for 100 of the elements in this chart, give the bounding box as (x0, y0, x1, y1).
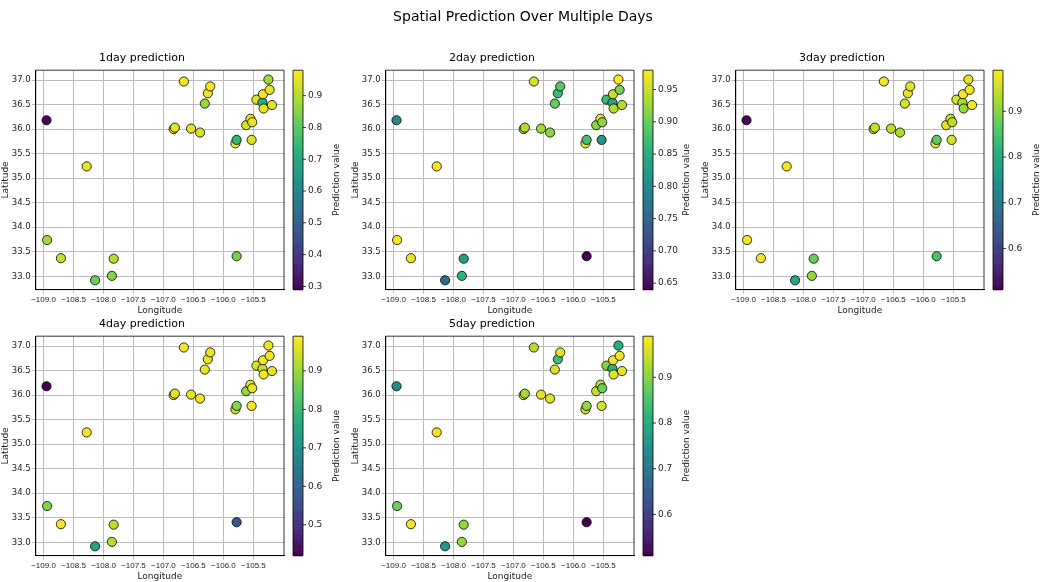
color-bar-label: 0.7 (1008, 197, 1023, 208)
y-tick-label: 36.5 (361, 98, 381, 109)
x-tick-label: −106.0 (211, 560, 237, 570)
x-axis-title: Longitude (137, 570, 183, 581)
chart-title: 1day prediction (99, 51, 185, 65)
color-bar-label: 0.6 (658, 508, 673, 519)
x-tick-label: −105.5 (241, 560, 267, 570)
color-bar-label: 0.5 (308, 217, 323, 228)
x-tick-label: −108.0 (441, 560, 467, 570)
y-axis-title: Latitude (0, 160, 10, 199)
x-tick-label: −108.0 (791, 294, 817, 304)
x-tick-label: −106.0 (211, 294, 237, 304)
x-tick-label: −106.5 (531, 560, 557, 570)
x-tick-label: −107.5 (821, 294, 847, 304)
y-tick-label: 33.0 (361, 270, 381, 281)
color-bar-label: 0.7 (658, 463, 673, 474)
color-bar-label: 0.9 (1008, 105, 1023, 116)
x-tick-label: −106.5 (881, 294, 907, 304)
x-tick-label: −108.5 (411, 294, 437, 304)
color-bar-label: 0.70 (658, 245, 679, 256)
y-tick-label: 34.5 (11, 462, 31, 473)
x-tick-label: −105.5 (591, 294, 617, 304)
x-tick-label: −108.5 (761, 294, 787, 304)
color-bar-label: 0.8 (1008, 151, 1023, 162)
color-bar-label: 0.9 (308, 365, 323, 376)
y-tick-label: 36.5 (11, 364, 31, 375)
y-tick-label: 36.5 (711, 98, 731, 109)
color-bar-label: 0.9 (658, 371, 673, 382)
y-tick-label: 35.5 (711, 147, 731, 158)
x-tick-label: −106.0 (561, 560, 587, 570)
y-tick-label: 33.0 (711, 270, 731, 281)
y-tick-label: 34.0 (711, 221, 731, 232)
x-axis-title: Longitude (837, 304, 883, 315)
y-tick-label: 34.5 (711, 196, 731, 207)
x-axis-title: Longitude (487, 304, 533, 315)
color-bar-label: 0.7 (308, 153, 323, 164)
color-bar-label: 0.85 (658, 148, 679, 159)
x-tick-label: −109.0 (31, 294, 57, 304)
color-bar-label: 0.80 (658, 180, 679, 191)
color-bar-label: 0.7 (308, 442, 323, 453)
color-bar-label: 0.5 (308, 519, 323, 530)
y-tick-label: 34.5 (11, 196, 31, 207)
x-tick-label: −108.5 (61, 294, 87, 304)
x-tick-label: −108.5 (411, 560, 437, 570)
y-tick-label: 35.5 (11, 413, 31, 424)
color-bar-label: 0.6 (1008, 242, 1023, 253)
y-tick-label: 33.5 (361, 512, 381, 523)
y-axis-title: Latitude (349, 426, 360, 465)
y-tick-label: 34.0 (361, 487, 381, 498)
y-tick-label: 35.0 (361, 172, 381, 183)
y-tick-label: 36.0 (711, 123, 731, 134)
y-tick-label: 36.0 (361, 389, 381, 400)
y-tick-label: 34.0 (11, 221, 31, 232)
chart-title: 4day prediction (99, 317, 185, 331)
y-tick-label: 34.5 (361, 196, 381, 207)
y-tick-label: 37.0 (711, 74, 731, 85)
y-tick-label: 35.5 (11, 147, 31, 158)
y-tick-label: 36.0 (11, 389, 31, 400)
color-bar-label: 0.3 (308, 280, 323, 291)
x-tick-label: −108.0 (91, 560, 117, 570)
x-tick-label: −106.5 (181, 560, 207, 570)
y-tick-label: 35.0 (11, 438, 31, 449)
y-tick-label: 34.0 (361, 221, 381, 232)
y-axis-title: Latitude (699, 160, 710, 199)
y-tick-label: 35.0 (11, 172, 31, 183)
y-tick-label: 33.5 (361, 246, 381, 257)
chart-title: 3day prediction (799, 51, 885, 65)
x-tick-label: −109.0 (381, 294, 407, 304)
y-tick-label: 33.0 (11, 270, 31, 281)
x-tick-label: −109.0 (731, 294, 757, 304)
color-bar-title: Prediction value (331, 143, 342, 216)
x-tick-label: −106.5 (531, 294, 557, 304)
y-tick-label: 37.0 (361, 340, 381, 351)
x-tick-label: −107.0 (151, 294, 177, 304)
x-tick-label: −105.5 (241, 294, 267, 304)
y-axis-title: Latitude (0, 426, 10, 465)
x-axis-title: Longitude (137, 304, 183, 315)
color-bar-label: 0.8 (308, 403, 323, 414)
y-tick-label: 35.5 (361, 413, 381, 424)
x-tick-label: −108.5 (61, 560, 87, 570)
x-tick-label: −107.0 (151, 560, 177, 570)
color-bar-title: Prediction value (681, 409, 692, 482)
y-tick-label: 37.0 (11, 74, 31, 85)
y-tick-label: 36.5 (11, 98, 31, 109)
x-tick-label: −107.5 (471, 560, 497, 570)
color-bar-title: Prediction value (331, 409, 342, 482)
x-tick-label: −107.5 (471, 294, 497, 304)
color-bar-label: 0.95 (658, 83, 679, 94)
y-tick-label: 33.5 (11, 512, 31, 523)
color-bar-label: 0.6 (308, 480, 323, 491)
y-tick-label: 35.0 (711, 172, 731, 183)
color-bar-label: 0.65 (658, 277, 679, 288)
color-bar-label: 0.8 (308, 121, 323, 132)
color-bar-label: 0.9 (308, 89, 323, 100)
color-bar-label: 0.8 (658, 417, 673, 428)
y-tick-label: 35.0 (361, 438, 381, 449)
x-tick-label: −107.0 (501, 560, 527, 570)
text: Spatial Prediction Over Multiple Days (392, 8, 654, 24)
color-bar-label: 0.4 (308, 248, 323, 259)
y-tick-label: 36.0 (11, 123, 31, 134)
